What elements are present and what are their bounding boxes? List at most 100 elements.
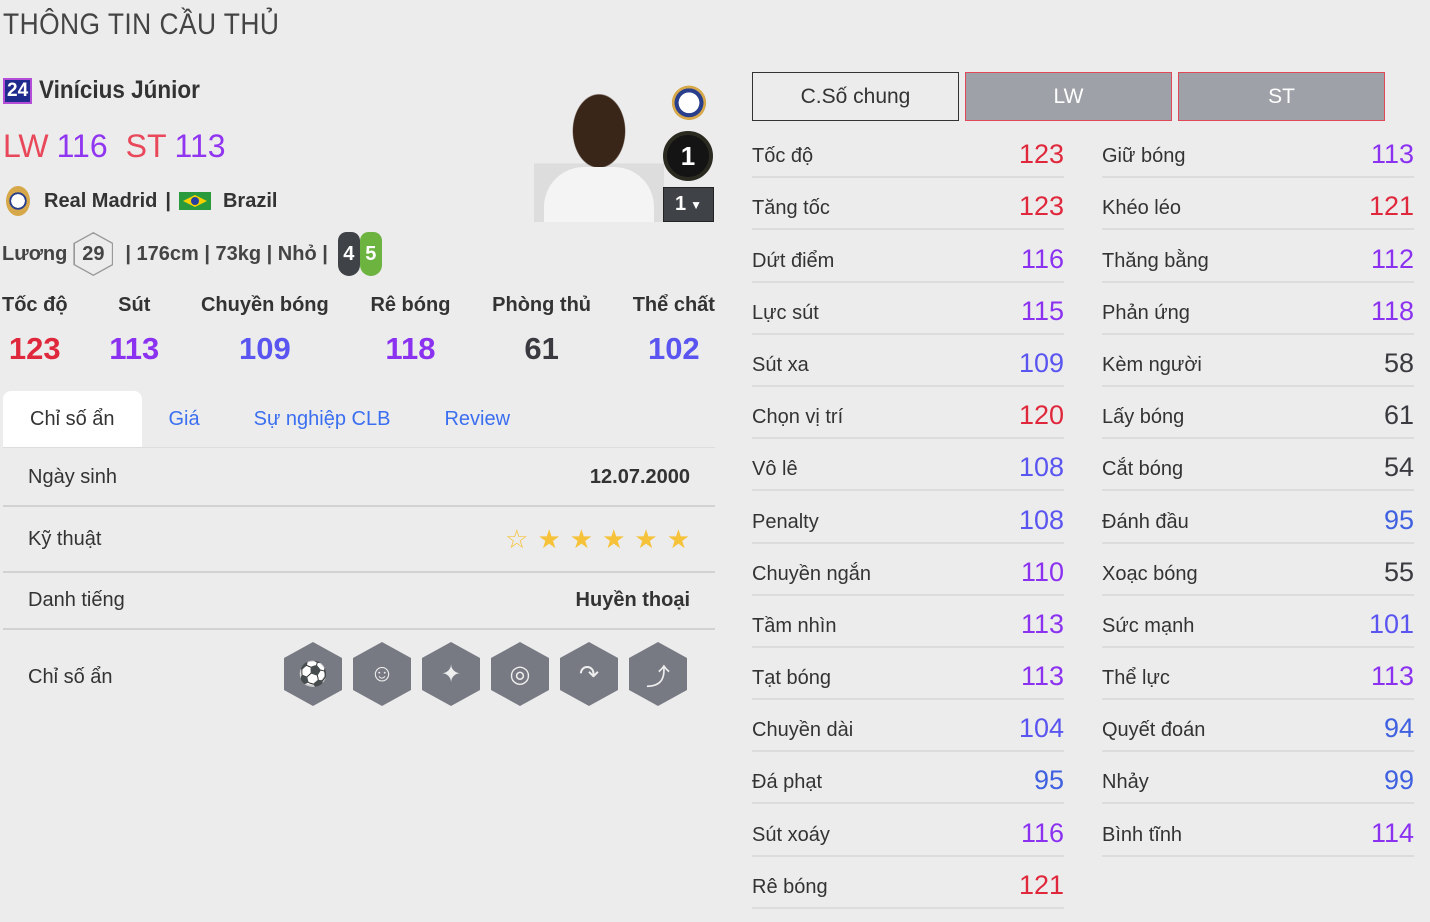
caret-down-icon: ▼ [690, 197, 702, 212]
birthdate-row: Ngày sinh 12.07.2000 [3, 449, 715, 507]
stat-row: Rê bóng 121 [752, 857, 1064, 909]
nation-name: Brazil [222, 189, 278, 212]
stat-label: Chuyền dài [752, 719, 854, 742]
stat-row: Đánh đầu 95 [1102, 491, 1414, 544]
stat-summary: Tốc độ 123 Sút 113 Chuyền bóng 109 Rê bóng 118 P… [2, 294, 715, 367]
stat-row: Giữ bóng 113 [1102, 126, 1414, 179]
stat-value: 108 [1018, 452, 1064, 483]
stat-value: 113 [1020, 661, 1064, 692]
stat-label: Chuyền ngắn [752, 562, 871, 585]
club-crest-icon [6, 186, 30, 216]
tab-general-stats[interactable]: C.Số chung [752, 72, 959, 121]
summary-stat: Thể chất 102 [633, 294, 715, 367]
stat-value: 113 [1020, 608, 1064, 639]
stat-value: 54 [1383, 452, 1414, 483]
stat-value: 113 [1370, 661, 1414, 692]
tab-club-career[interactable]: Sự nghiệp CLB [253, 407, 391, 430]
stat-row: Thể lực 113 [1102, 648, 1414, 701]
stat-row: Penalty 108 [752, 491, 1064, 544]
stats-column-left: Tốc độ 123 Tăng tốc 123 Dứt điểm 116 Lực sút 11… [752, 126, 1064, 909]
tab-review[interactable]: Review [444, 407, 511, 430]
summary-value: 113 [109, 331, 160, 366]
stat-label: Khéo léo [1102, 197, 1181, 220]
summary-label: Tốc độ [2, 294, 68, 316]
season-badge: 24 [3, 77, 33, 104]
playmaker-icon[interactable]: ⤴ [629, 642, 687, 706]
position-tabs: C.Số chung LW ST [752, 72, 1385, 121]
summary-stat: Tốc độ 123 [2, 294, 68, 367]
stat-label: Dứt điểm [752, 249, 835, 272]
traits-list: ⚽ ☺ ✦ ◎ ↷ ⤴ [284, 642, 687, 706]
stat-label: Sút xoáy [752, 823, 830, 846]
stat-label: Đánh đầu [1102, 510, 1189, 533]
position-ratings: LW 116 ST 113 [3, 128, 236, 165]
stat-row: Tăng tốc 123 [752, 178, 1064, 231]
summary-label: Chuyền bóng [200, 294, 329, 316]
traits-label: Chỉ số ẩn [28, 666, 113, 688]
stat-label: Quyết đoán [1102, 719, 1206, 742]
stat-value: 101 [1368, 608, 1414, 639]
page-title: THÔNG TIN CẦU THỦ [3, 8, 280, 41]
summary-value: 102 [647, 331, 700, 366]
stat-value: 55 [1383, 556, 1414, 587]
club-nation-row: Real Madrid | Brazil [6, 186, 277, 216]
stat-label: Chọn vị trí [752, 406, 844, 429]
stat-value: 123 [1018, 191, 1064, 222]
stat-label: Vô lê [752, 458, 798, 481]
stat-label: Sút xa [752, 353, 809, 376]
summary-stat: Phòng thủ 61 [492, 294, 591, 367]
stat-row: Chuyền dài 104 [752, 700, 1064, 753]
stat-row: Kèm người 58 [1102, 335, 1414, 387]
stat-value: 121 [1368, 191, 1414, 222]
star-empty-icon: ☆ [505, 523, 529, 554]
player-name: Vinícius Júnior [39, 76, 201, 104]
salary-label: Lương [2, 242, 68, 265]
stat-label: Lực sút [752, 301, 819, 324]
stat-label: Lấy bóng [1102, 406, 1185, 429]
stat-value: 110 [1020, 556, 1064, 587]
right-foot-icon: 5 [359, 232, 382, 276]
level-dropdown[interactable]: 1 ▼ [663, 187, 714, 222]
stat-label: Phản ứng [1102, 301, 1190, 324]
left-foot-icon: 4 [337, 232, 360, 276]
technical-dribbler-icon[interactable]: ◎ [491, 642, 549, 706]
summary-stat: Rê bóng 118 [370, 294, 450, 367]
outside-foot-shot-icon[interactable]: ↷ [560, 642, 618, 706]
stat-row: Quyết đoán 94 [1102, 700, 1414, 753]
stat-label: Tầm nhìn [752, 614, 837, 637]
stat-row: Tầm nhìn 113 [752, 596, 1064, 648]
stat-row: Lấy bóng 61 [1102, 387, 1414, 440]
stat-row: Thăng bằng 112 [1102, 230, 1414, 283]
stat-row: Sức mạnh 101 [1102, 596, 1414, 648]
speed-dribbler-icon[interactable]: ✦ [422, 642, 480, 706]
tab-lw[interactable]: LW [965, 72, 1172, 121]
stat-label: Thăng bằng [1102, 249, 1209, 272]
stat-label: Xoạc bóng [1102, 562, 1198, 585]
physical-info: | 176cm | 73kg | Nhỏ | [125, 242, 328, 265]
star-filled-icon: ★ [634, 523, 658, 554]
summary-value: 61 [524, 331, 559, 366]
flair-icon[interactable]: ☺ [353, 642, 411, 706]
summary-label: Phòng thủ [492, 294, 591, 316]
stat-row: Phản ứng 118 [1102, 283, 1414, 335]
grade-badge: 1 [663, 131, 713, 181]
stat-row: Khéo léo 121 [1102, 178, 1414, 231]
tab-hidden-stats[interactable]: Chỉ số ẩn [3, 391, 142, 447]
stat-row: Xoạc bóng 55 [1102, 544, 1414, 596]
stats-column-right: Giữ bóng 113 Khéo léo 121 Thăng bằng 112 Phản … [1102, 126, 1414, 857]
stat-label: Penalty [752, 510, 819, 533]
tab-st[interactable]: ST [1178, 72, 1385, 121]
star-filled-icon: ★ [666, 523, 690, 554]
player-name-row: 24 Vinícius Júnior [3, 76, 218, 105]
summary-label: Rê bóng [370, 294, 451, 316]
stat-value: 108 [1018, 504, 1064, 535]
position-ovr: 113 [174, 128, 226, 164]
stat-value: 116 [1020, 817, 1064, 848]
tab-price[interactable]: Giá [168, 407, 200, 430]
stat-row: Tốc độ 123 [752, 126, 1064, 179]
stat-value: 95 [1033, 765, 1064, 796]
stat-row: Vô lê 108 [752, 439, 1064, 492]
club-crest-icon [671, 74, 707, 122]
finesse-shot-icon[interactable]: ⚽ [284, 642, 342, 706]
reputation-row: Danh tiếng Huyền thoại [3, 573, 715, 630]
